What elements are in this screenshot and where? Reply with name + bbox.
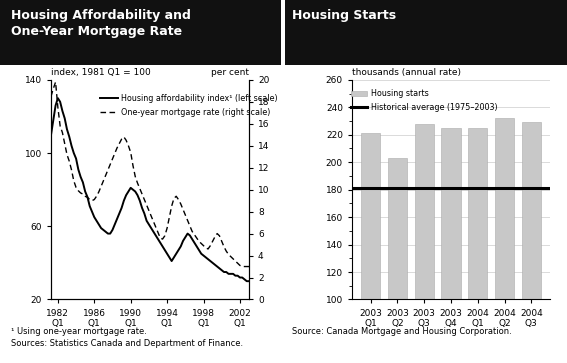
Bar xyxy=(441,128,460,363)
Housing affordability index¹ (left scale) xyxy=(48,132,54,137)
One-year mortgage rate (right scale) xyxy=(104,168,111,172)
Bar xyxy=(468,128,488,363)
Text: Housing Affordability and
One-Year Mortgage Rate: Housing Affordability and One-Year Mortg… xyxy=(11,9,191,38)
Legend: Housing affordability index¹ (left scale), One-year mortgage rate (right scale): Housing affordability index¹ (left scale… xyxy=(96,90,281,120)
One-year mortgage rate (right scale) xyxy=(52,80,59,84)
Bar xyxy=(388,158,407,363)
Line: Housing affordability index¹ (left scale): Housing affordability index¹ (left scale… xyxy=(51,98,249,281)
Housing affordability index¹ (left scale) xyxy=(54,96,61,100)
One-year mortgage rate (right scale) xyxy=(148,214,155,218)
Bar xyxy=(495,118,514,363)
Text: per cent: per cent xyxy=(211,68,249,77)
Housing affordability index¹ (left scale) xyxy=(243,279,250,284)
Text: index, 1981 Q1 = 100: index, 1981 Q1 = 100 xyxy=(51,68,151,77)
Line: One-year mortgage rate (right scale): One-year mortgage rate (right scale) xyxy=(51,82,249,266)
One-year mortgage rate (right scale) xyxy=(48,94,54,98)
Housing affordability index¹ (left scale) xyxy=(52,103,59,108)
Housing affordability index¹ (left scale) xyxy=(205,257,211,261)
Housing affordability index¹ (left scale) xyxy=(107,232,113,236)
Bar xyxy=(361,133,380,363)
Text: thousands (annual rate): thousands (annual rate) xyxy=(352,68,461,77)
Housing affordability index¹ (left scale) xyxy=(148,226,155,230)
Bar xyxy=(522,122,541,363)
Housing affordability index¹ (left scale) xyxy=(246,279,252,284)
Housing affordability index¹ (left scale) xyxy=(166,255,173,260)
One-year mortgage rate (right scale) xyxy=(54,105,61,110)
One-year mortgage rate (right scale) xyxy=(166,215,173,219)
Text: Housing Starts: Housing Starts xyxy=(292,9,396,22)
Legend: Housing starts, Historical average (1975–2003): Housing starts, Historical average (1975… xyxy=(348,86,501,115)
Bar xyxy=(414,124,434,363)
One-year mortgage rate (right scale) xyxy=(205,247,211,251)
Text: Source: Canada Mortgage and Housing Corporation.: Source: Canada Mortgage and Housing Corp… xyxy=(292,327,512,336)
Housing affordability index¹ (left scale) xyxy=(104,232,111,236)
Text: ¹ Using one-year mortgage rate.
Sources: Statistics Canada and Department of Fin: ¹ Using one-year mortgage rate. Sources:… xyxy=(11,327,243,347)
One-year mortgage rate (right scale) xyxy=(246,264,252,269)
One-year mortgage rate (right scale) xyxy=(239,264,246,269)
One-year mortgage rate (right scale) xyxy=(107,162,113,167)
